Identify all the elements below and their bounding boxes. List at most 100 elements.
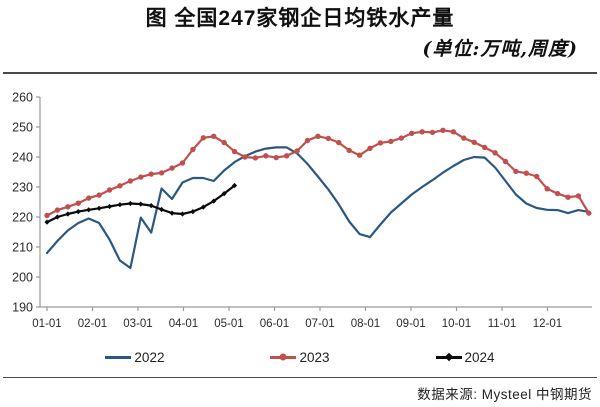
- marker-2023: [231, 148, 238, 155]
- marker-2023: [367, 145, 373, 151]
- marker-2024: [200, 204, 206, 210]
- marker-2023: [200, 135, 206, 141]
- chart-subtitle: (单位:万吨,周度): [422, 38, 578, 60]
- marker-2023: [96, 192, 102, 198]
- y-tick-label: 200: [12, 271, 33, 285]
- marker-2024: [221, 191, 227, 197]
- x-tick-label: 10-01: [442, 318, 471, 330]
- bottom-divider: [3, 377, 597, 378]
- x-tick-label: 07-01: [305, 318, 334, 330]
- x-tick-label: 09-01: [396, 318, 425, 330]
- marker-2023: [242, 154, 248, 160]
- marker-2023: [575, 193, 582, 199]
- data-source-note: 数据来源: Mysteel 中钢期货: [417, 387, 592, 402]
- marker-2023: [586, 210, 592, 216]
- marker-2023: [179, 160, 186, 166]
- y-tick-label: 260: [12, 91, 33, 105]
- legend-diamond-marker-icon: [444, 352, 453, 362]
- top-divider: [3, 72, 597, 74]
- y-tick-label: 220: [12, 211, 33, 225]
- marker-2023: [450, 129, 457, 135]
- series-line-2022: [45, 146, 590, 270]
- marker-2023: [304, 137, 311, 144]
- y-tick-label: 210: [12, 241, 33, 255]
- marker-2023: [388, 138, 394, 145]
- legend-swatch-2024: [435, 352, 462, 362]
- marker-2024: [86, 207, 92, 213]
- legend-item-2024: 2024: [435, 349, 495, 365]
- marker-2024: [190, 209, 196, 215]
- x-tick-label: 05-01: [214, 318, 243, 330]
- marker-2023: [117, 183, 123, 189]
- marker-2023: [75, 200, 81, 206]
- marker-2023: [65, 204, 71, 210]
- y-tick-label: 190: [12, 301, 33, 315]
- marker-2023: [252, 155, 259, 161]
- marker-2023: [211, 133, 217, 139]
- marker-2024: [44, 219, 50, 225]
- marker-2024: [65, 211, 71, 217]
- marker-2023: [44, 212, 50, 219]
- marker-2024: [179, 211, 186, 217]
- legend-label-2023: 2023: [299, 349, 330, 365]
- marker-2024: [159, 206, 165, 213]
- marker-2023: [190, 146, 196, 153]
- marker-2023: [377, 140, 384, 146]
- x-tick-label: 06-01: [260, 318, 289, 330]
- marker-2023: [565, 194, 571, 200]
- marker-2023: [325, 135, 332, 142]
- marker-2024: [211, 198, 217, 204]
- marker-2023: [419, 129, 425, 135]
- marker-2023: [544, 186, 550, 192]
- marker-2023: [273, 154, 279, 161]
- legend-swatch-2023: [270, 353, 297, 361]
- x-tick-label: 08-01: [351, 318, 380, 330]
- marker-2023: [409, 130, 415, 136]
- marker-2023: [502, 158, 509, 165]
- marker-2023: [138, 174, 144, 180]
- legend-item-2023: 2023: [270, 349, 330, 365]
- marker-2023: [158, 170, 165, 176]
- marker-2024: [54, 214, 61, 220]
- marker-2023: [85, 195, 92, 201]
- marker-2023: [221, 139, 227, 146]
- legend-swatch-2022: [105, 355, 132, 359]
- x-tick-label: 12-01: [533, 318, 562, 330]
- legend-circle-marker-icon: [279, 353, 287, 361]
- marker-2023: [461, 135, 467, 141]
- marker-2023: [336, 139, 342, 146]
- y-tick-label: 240: [12, 151, 33, 165]
- marker-2023: [169, 165, 175, 171]
- marker-2023: [398, 135, 404, 141]
- marker-2023: [492, 150, 498, 156]
- x-tick-label: 03-01: [123, 318, 152, 330]
- line-chart: 260 250 240 230 220 210 200 190 01-01 02-01 03-01 0…: [12, 91, 592, 330]
- marker-2024: [96, 205, 102, 211]
- marker-2024: [169, 210, 175, 216]
- x-tick-label: 04-01: [169, 318, 198, 330]
- chart-title: 图 全国247家钢企日均铁水产量: [145, 7, 455, 30]
- marker-2024: [117, 202, 123, 208]
- legend-label-2024: 2024: [464, 349, 495, 365]
- marker-2023: [294, 148, 300, 154]
- marker-2024: [127, 200, 133, 207]
- marker-2023: [429, 129, 436, 136]
- legend-item-2022: 2022: [105, 350, 164, 365]
- marker-2023: [106, 187, 113, 193]
- x-tick-label: 11-01: [488, 318, 517, 330]
- marker-2023: [440, 127, 446, 133]
- marker-2024: [148, 203, 154, 209]
- marker-2023: [148, 171, 154, 177]
- marker-2023: [283, 153, 290, 159]
- y-tick-label: 230: [12, 181, 33, 195]
- y-tick-label: 250: [12, 121, 33, 135]
- marker-2023: [127, 178, 134, 184]
- marker-2023: [513, 168, 519, 175]
- marker-2024: [231, 182, 238, 189]
- marker-2023: [356, 152, 363, 158]
- marker-2024: [75, 209, 81, 215]
- marker-2023: [54, 207, 61, 213]
- chart-plot-area: 260 250 240 230 220 210 200 190 01-01 02-01 03-01 0…: [0, 85, 600, 335]
- marker-2024: [106, 203, 113, 210]
